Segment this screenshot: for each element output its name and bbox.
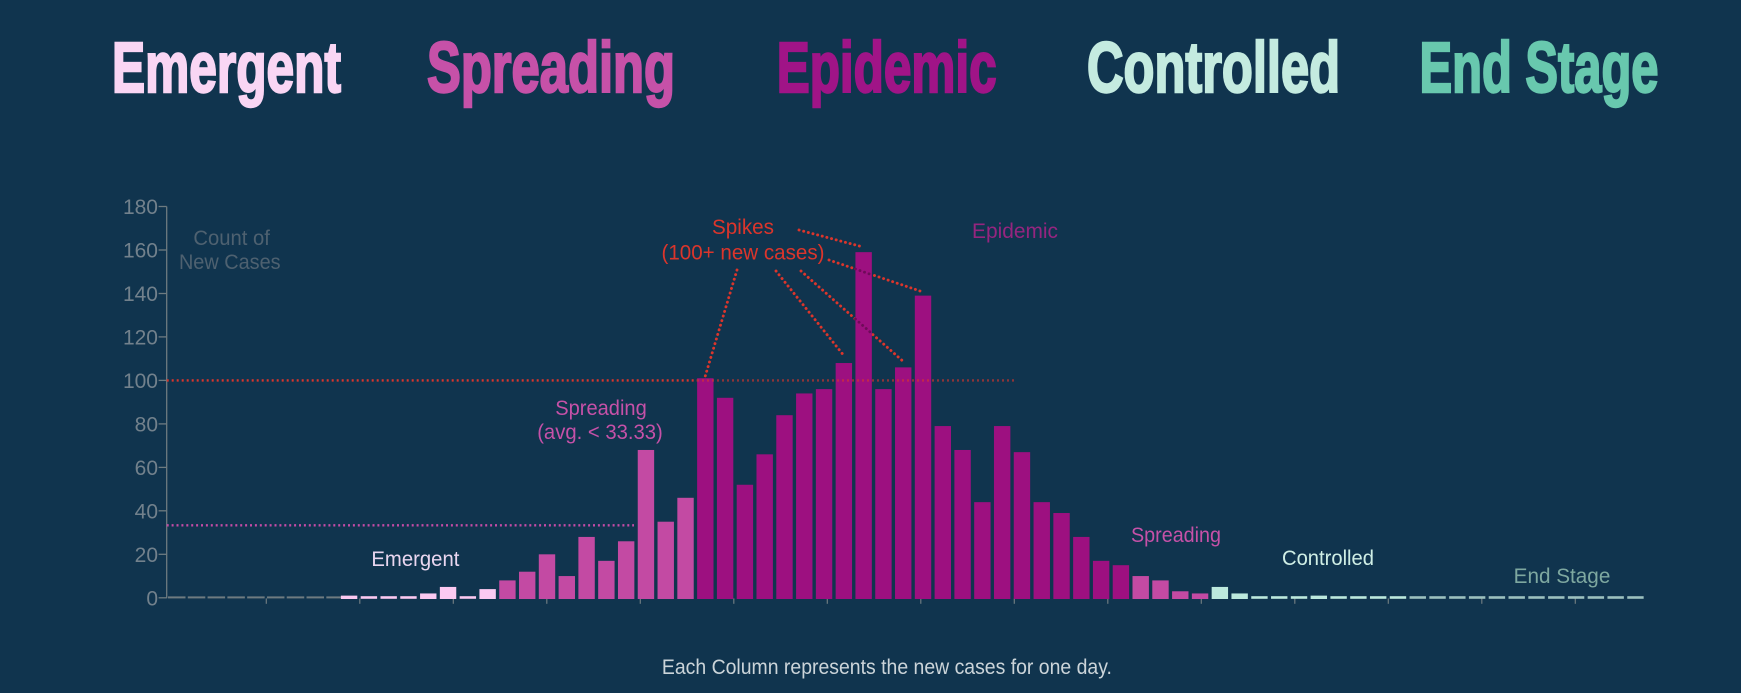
svg-text:Epidemic: Epidemic [777, 29, 997, 108]
svg-text:140: 140 [123, 283, 158, 306]
svg-text:60: 60 [135, 457, 158, 480]
svg-text:180: 180 [123, 196, 158, 219]
svg-text:120: 120 [123, 327, 158, 350]
svg-text:New Cases: New Cases [179, 251, 281, 274]
svg-text:0: 0 [146, 587, 158, 610]
svg-text:Spreading: Spreading [555, 397, 647, 420]
svg-text:Emergent: Emergent [371, 548, 459, 571]
svg-text:Controlled: Controlled [1087, 29, 1340, 108]
svg-text:80: 80 [135, 414, 158, 437]
svg-text:Spikes: Spikes [712, 216, 774, 239]
svg-text:Each Column represents the new: Each Column represents the new cases for… [662, 656, 1112, 679]
svg-text:Epidemic: Epidemic [972, 220, 1058, 243]
svg-text:160: 160 [123, 240, 158, 263]
svg-text:End Stage: End Stage [1514, 565, 1611, 588]
svg-text:Controlled: Controlled [1282, 547, 1374, 570]
svg-text:40: 40 [135, 500, 158, 523]
svg-text:(100+ new cases): (100+ new cases) [662, 242, 825, 265]
svg-text:Spreading: Spreading [427, 29, 675, 108]
svg-text:End Stage: End Stage [1420, 29, 1659, 108]
svg-text:Spreading: Spreading [1131, 524, 1221, 547]
svg-text:20: 20 [135, 544, 158, 567]
svg-text:Emergent: Emergent [112, 29, 341, 108]
svg-text:Count of: Count of [193, 227, 270, 250]
svg-text:(avg. < 33.33): (avg. < 33.33) [537, 421, 663, 444]
svg-text:100: 100 [123, 370, 158, 393]
